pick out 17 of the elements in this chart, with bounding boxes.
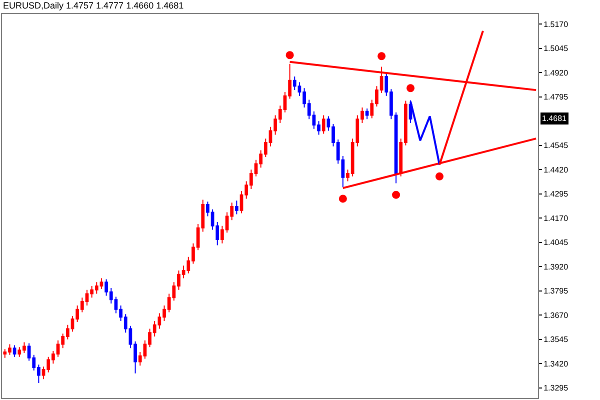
y-tick-label: 1.4045 bbox=[544, 238, 569, 248]
y-tick-label: 1.4795 bbox=[544, 92, 569, 102]
chart-title: EURUSD,Daily 1.4757 1.4777 1.4660 1.4681 bbox=[3, 0, 184, 10]
y-tick-label: 1.5170 bbox=[544, 20, 569, 29]
y-tick-label: 1.3295 bbox=[544, 384, 569, 393]
y-tick-label: 1.3920 bbox=[544, 262, 569, 272]
y-tick-label: 1.3670 bbox=[544, 310, 569, 320]
annotation: 1.4681 bbox=[542, 114, 568, 123]
y-tick-label: 1.3545 bbox=[544, 335, 569, 344]
y-tick-label: 1.4920 bbox=[544, 68, 569, 78]
y-tick-label: 1.4545 bbox=[544, 141, 569, 150]
y-tick-label: 1.4295 bbox=[544, 190, 569, 199]
y-tick-label: 1.3420 bbox=[544, 359, 569, 368]
y-tick-label: 1.5045 bbox=[544, 44, 569, 54]
y-tick-label: 1.4170 bbox=[544, 214, 569, 223]
y-tick-label: 1.3795 bbox=[544, 286, 569, 296]
y-tick-label: 1.4420 bbox=[544, 165, 569, 174]
